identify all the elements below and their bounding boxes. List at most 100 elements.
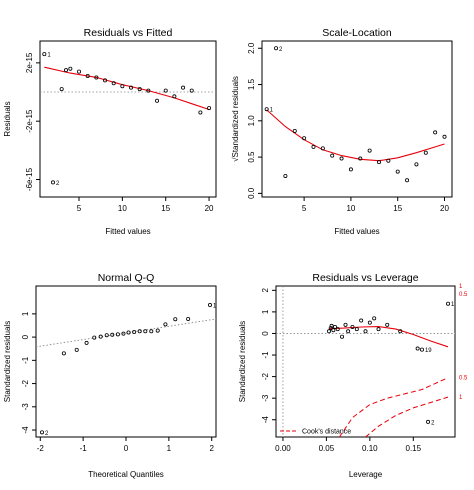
y-tick-label: -4 (261, 416, 270, 424)
x-axis-label: Theoretical Quantiles (88, 470, 164, 479)
data-point (103, 78, 108, 83)
data-point (264, 107, 269, 112)
data-point (155, 98, 160, 103)
x-axis-label: Leverage (349, 470, 383, 479)
data-point (328, 326, 333, 331)
point-label: 1 (270, 108, 274, 114)
data-point (42, 52, 47, 57)
data-point (111, 81, 116, 86)
point-label: 1 (213, 304, 217, 310)
data-point (163, 88, 168, 93)
data-point (181, 85, 186, 90)
data-point (330, 153, 335, 158)
data-point (120, 84, 125, 89)
data-point (207, 106, 212, 111)
panel-residuals-vs-fitted: Residuals vs Fitted Fitted values Residual… (3, 27, 217, 236)
data-point (372, 316, 377, 321)
chart-title: Normal Q-Q (98, 272, 155, 284)
cooks-level-label: 0.5 (459, 292, 468, 298)
plot-frame (39, 40, 217, 198)
cooks-distance-contour (338, 377, 449, 437)
x-tick-label: 15 (393, 204, 402, 213)
cooks-level-label: 1 (459, 284, 463, 290)
data-point (51, 180, 56, 185)
data-point (405, 178, 410, 183)
data-point (155, 328, 160, 333)
y-tick-label: -1 (261, 351, 270, 359)
data-point (92, 335, 97, 340)
plot-frame (35, 285, 217, 438)
data-point (423, 150, 428, 155)
data-point (186, 316, 191, 321)
data-point (320, 146, 325, 151)
data-point (129, 85, 134, 90)
point-label: 2 (56, 181, 60, 187)
x-tick-label: -2 (37, 444, 45, 453)
panel-scale-location: Scale-Location Fitted values √Standardized… (231, 27, 453, 236)
data-point (311, 144, 316, 149)
data-point (426, 419, 431, 424)
y-tick-label: 2e-15 (25, 52, 34, 73)
data-point (126, 330, 131, 335)
data-point (115, 332, 120, 337)
y-axis-label: Standardized residuals (3, 321, 12, 402)
data-point (74, 347, 79, 352)
chart-title: Residuals vs Leverage (312, 272, 418, 284)
data-point (143, 329, 148, 334)
y-tick-label: 1.5 (247, 78, 256, 90)
data-point (343, 322, 348, 327)
data-point (331, 328, 336, 333)
x-tick-label: 0.15 (406, 444, 422, 453)
data-point (346, 329, 351, 334)
chart-title: Scale-Location (322, 27, 392, 39)
data-point (84, 340, 89, 345)
point-label: 2 (45, 431, 49, 437)
data-point (61, 351, 66, 356)
data-point (419, 347, 424, 352)
qq-reference-line (36, 318, 216, 348)
data-point (395, 169, 400, 174)
y-tick-label: -1 (21, 356, 30, 364)
y-axis-label: Standardized residuals (238, 321, 247, 402)
point-label: 1 (47, 53, 51, 59)
data-point (172, 94, 177, 99)
x-tick-label: 20 (205, 204, 214, 213)
y-tick-label: 2 (261, 288, 270, 293)
data-point (415, 346, 420, 351)
data-point (339, 156, 344, 161)
data-point (198, 110, 203, 115)
y-tick-label: -6e-15 (25, 167, 34, 191)
y-tick-label: 0 (261, 331, 270, 336)
data-point (376, 327, 381, 332)
y-tick-label: -3 (261, 394, 270, 402)
y-tick-label: 2.0 (247, 42, 256, 54)
panel-residuals-vs-leverage: Residuals vs Leverage Leverage Standardize… (238, 272, 468, 479)
x-tick-label: 2 (209, 444, 214, 453)
data-point (68, 66, 73, 71)
data-point (367, 148, 372, 153)
y-tick-label: 0.5 (247, 151, 256, 163)
y-tick-label: -2e-15 (25, 109, 34, 133)
data-point (98, 334, 103, 339)
x-axis-label: Fitted values (105, 227, 150, 236)
x-tick-label: 10 (346, 204, 355, 213)
data-point (94, 75, 99, 80)
data-point (137, 329, 142, 334)
y-axis-label: √Standardized residuals (231, 76, 240, 162)
y-tick-label: 0 (21, 334, 30, 339)
point-label: 2 (431, 420, 435, 426)
data-point (335, 327, 340, 332)
cooks-level-label: 0.5 (459, 376, 468, 382)
data-point (350, 324, 355, 329)
x-tick-label: 0.10 (362, 444, 378, 453)
data-point (385, 322, 390, 327)
data-point (376, 160, 381, 165)
data-point (340, 334, 345, 339)
x-tick-label: 0.00 (275, 444, 291, 453)
smoother-line (44, 66, 210, 111)
data-point (292, 128, 297, 133)
x-tick-label: 5 (77, 204, 82, 213)
x-tick-label: 10 (118, 204, 127, 213)
data-point (77, 69, 82, 74)
